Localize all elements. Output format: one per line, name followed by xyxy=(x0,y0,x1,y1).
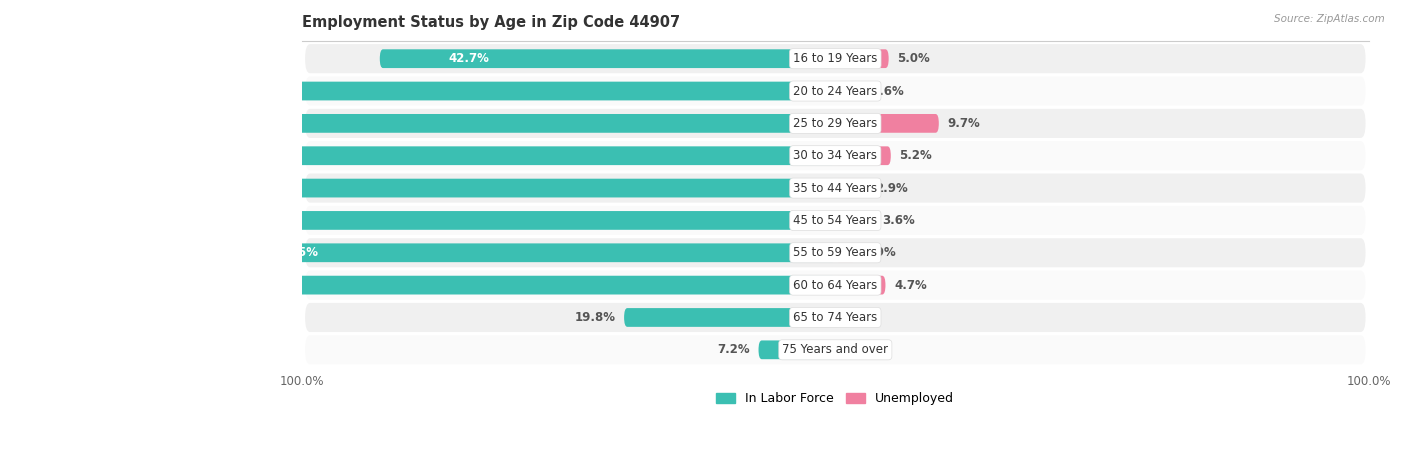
Text: 45 to 54 Years: 45 to 54 Years xyxy=(793,214,877,227)
FancyBboxPatch shape xyxy=(305,77,1365,106)
Text: 75 Years and over: 75 Years and over xyxy=(782,343,889,356)
Text: 5.2%: 5.2% xyxy=(900,149,932,162)
FancyBboxPatch shape xyxy=(0,211,835,230)
FancyBboxPatch shape xyxy=(835,211,873,230)
Text: 73.6%: 73.6% xyxy=(167,279,208,292)
Text: 82.7%: 82.7% xyxy=(86,214,127,227)
FancyBboxPatch shape xyxy=(835,146,891,165)
Text: 16 to 19 Years: 16 to 19 Years xyxy=(793,52,877,65)
FancyBboxPatch shape xyxy=(835,276,886,295)
FancyBboxPatch shape xyxy=(305,174,1365,202)
FancyBboxPatch shape xyxy=(835,49,889,68)
Text: 30 to 34 Years: 30 to 34 Years xyxy=(793,149,877,162)
Text: 0.0%: 0.0% xyxy=(844,343,876,356)
FancyBboxPatch shape xyxy=(305,109,1365,138)
FancyBboxPatch shape xyxy=(624,308,835,327)
FancyBboxPatch shape xyxy=(835,114,939,133)
FancyBboxPatch shape xyxy=(305,303,1365,332)
FancyBboxPatch shape xyxy=(835,82,863,101)
Text: 4.7%: 4.7% xyxy=(894,279,927,292)
Text: 35 to 44 Years: 35 to 44 Years xyxy=(793,182,877,194)
Text: 2.6%: 2.6% xyxy=(872,84,904,97)
Legend: In Labor Force, Unemployed: In Labor Force, Unemployed xyxy=(711,387,959,410)
Text: 19.8%: 19.8% xyxy=(575,311,616,324)
Text: 25 to 29 Years: 25 to 29 Years xyxy=(793,117,877,130)
FancyBboxPatch shape xyxy=(305,238,1365,267)
Text: 55 to 59 Years: 55 to 59 Years xyxy=(793,246,877,259)
Text: 65 to 74 Years: 65 to 74 Years xyxy=(793,311,877,324)
FancyBboxPatch shape xyxy=(305,206,1365,235)
FancyBboxPatch shape xyxy=(758,341,835,359)
Text: 3.6%: 3.6% xyxy=(883,214,915,227)
Text: 2.9%: 2.9% xyxy=(875,182,907,194)
FancyBboxPatch shape xyxy=(305,271,1365,299)
FancyBboxPatch shape xyxy=(0,82,835,101)
Text: 85.2%: 85.2% xyxy=(63,117,104,130)
Text: 61.5%: 61.5% xyxy=(277,246,319,259)
FancyBboxPatch shape xyxy=(835,244,856,262)
FancyBboxPatch shape xyxy=(305,141,1365,170)
FancyBboxPatch shape xyxy=(0,114,835,133)
Text: Source: ZipAtlas.com: Source: ZipAtlas.com xyxy=(1274,14,1385,23)
FancyBboxPatch shape xyxy=(380,49,835,68)
Text: 42.7%: 42.7% xyxy=(449,52,489,65)
Text: 85.3%: 85.3% xyxy=(62,149,103,162)
Text: 7.2%: 7.2% xyxy=(717,343,749,356)
Text: 5.0%: 5.0% xyxy=(897,52,929,65)
Text: 86.5%: 86.5% xyxy=(51,182,91,194)
FancyBboxPatch shape xyxy=(0,179,835,198)
Text: Employment Status by Age in Zip Code 44907: Employment Status by Age in Zip Code 449… xyxy=(302,15,681,30)
Text: 1.9%: 1.9% xyxy=(865,246,897,259)
FancyBboxPatch shape xyxy=(305,44,1365,73)
FancyBboxPatch shape xyxy=(0,146,835,165)
Text: 0.0%: 0.0% xyxy=(844,311,876,324)
Text: 60 to 64 Years: 60 to 64 Years xyxy=(793,279,877,292)
FancyBboxPatch shape xyxy=(179,244,835,262)
Text: 9.7%: 9.7% xyxy=(948,117,980,130)
FancyBboxPatch shape xyxy=(835,179,866,198)
Text: 20 to 24 Years: 20 to 24 Years xyxy=(793,84,877,97)
FancyBboxPatch shape xyxy=(305,335,1365,364)
FancyBboxPatch shape xyxy=(51,276,835,295)
Text: 89.8%: 89.8% xyxy=(21,84,62,97)
